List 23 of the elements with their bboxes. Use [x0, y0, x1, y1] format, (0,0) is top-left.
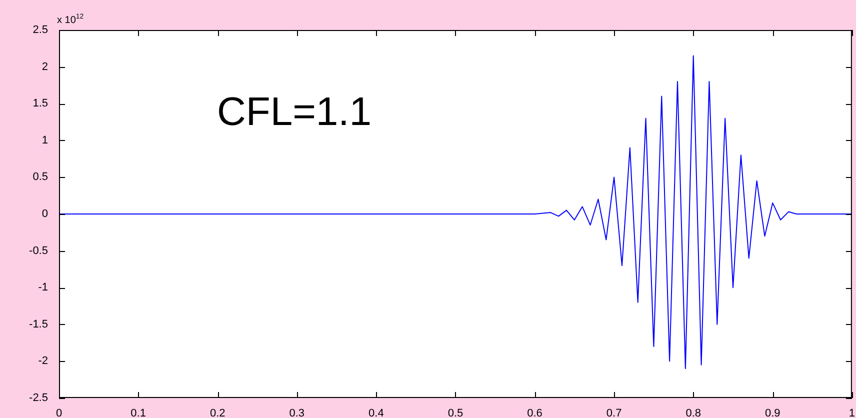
y-tick-label: 2.5 — [32, 24, 48, 36]
x-tick-label: 0.5 — [448, 408, 464, 418]
x-tick-label: 1 — [848, 408, 856, 418]
x-tick-label: 0 — [56, 408, 62, 418]
y-tick-label: 0 — [42, 208, 48, 220]
y-tick-label: 1.5 — [32, 98, 48, 110]
y-tick-label: -1 — [38, 282, 48, 294]
x-tick-label: 0.7 — [606, 408, 622, 418]
y-tick-label: 0.5 — [32, 171, 48, 184]
y-tick-label: -2.5 — [29, 392, 48, 404]
x-tick-label: 0.4 — [368, 408, 384, 418]
x-tick-label: 0.1 — [130, 408, 146, 418]
y-tick-label: -0.5 — [29, 244, 48, 257]
x-tick-label: 0.8 — [686, 408, 701, 418]
x-tick-label: 0.9 — [765, 408, 780, 418]
y-tick-label: -1.5 — [29, 318, 48, 330]
x-tick-label: 0.2 — [210, 408, 226, 418]
x-tick-label: 0.3 — [289, 408, 305, 418]
y-tick-label: -2 — [38, 355, 48, 368]
annotation: CFL=1.1 — [217, 90, 372, 134]
y-tick-label: 1 — [42, 134, 48, 146]
y-tick-label: 2 — [42, 60, 48, 73]
x-tick-label: 0.6 — [527, 408, 542, 418]
